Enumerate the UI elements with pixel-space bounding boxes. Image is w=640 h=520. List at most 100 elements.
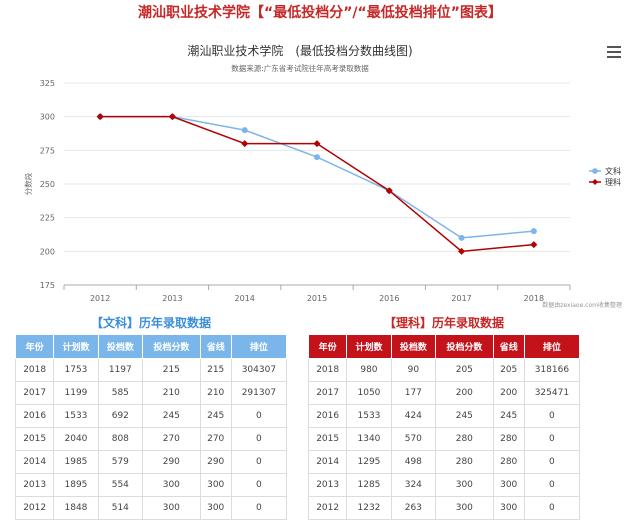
legend-label: 文科 bbox=[605, 166, 621, 176]
table-cell: 280 bbox=[435, 450, 494, 474]
table-cell: 2018 bbox=[14, 358, 55, 382]
li-table-section: 【理科】历年录取数据 年份 计划数 投档数 投档分数 省线 排位 2018 980 90 205… bbox=[307, 314, 581, 520]
table-cell: 579 bbox=[97, 450, 144, 474]
table-cell: 1232 bbox=[346, 496, 392, 520]
table-cell: 280 bbox=[435, 427, 494, 451]
table-cell: 2018 bbox=[307, 358, 348, 382]
table-row: 2012 1848 514 300 300 0 bbox=[14, 496, 288, 520]
table-cell: 0 bbox=[523, 496, 581, 520]
column-header: 年份 bbox=[307, 334, 348, 359]
column-header: 省线 bbox=[199, 334, 232, 359]
wen-table-section: 【文科】历年录取数据 年份 计划数 投档数 投档分数 省线 排位 2018 1753 1197… bbox=[14, 314, 288, 520]
table-cell: 245 bbox=[435, 404, 494, 428]
table-cell: 0 bbox=[230, 450, 288, 474]
series-point-2 bbox=[458, 247, 466, 255]
table-cell: 570 bbox=[390, 427, 437, 451]
table-cell: 300 bbox=[492, 473, 525, 497]
table-cell: 324 bbox=[390, 473, 437, 497]
table-row: 2013 1285 324 300 300 0 bbox=[307, 473, 581, 497]
y-tick-label: 300 bbox=[40, 113, 55, 122]
table-cell: 1753 bbox=[53, 358, 99, 382]
series-point-2 bbox=[385, 187, 393, 195]
table-row: 2016 1533 692 245 245 0 bbox=[14, 404, 288, 428]
series-point-2 bbox=[241, 140, 249, 148]
column-header: 计划数 bbox=[346, 334, 392, 359]
y-tick-label: 225 bbox=[40, 214, 55, 223]
table-cell: 0 bbox=[523, 473, 581, 497]
table-cell: 2012 bbox=[14, 496, 55, 520]
table-cell: 280 bbox=[492, 450, 525, 474]
chart-title: 潮汕职业技术学院 (最低投档分数曲线图) bbox=[187, 43, 412, 58]
table-cell: 280 bbox=[492, 427, 525, 451]
table-cell: 2013 bbox=[307, 473, 348, 497]
x-tick-label: 2018 bbox=[524, 294, 544, 303]
column-header: 投档数 bbox=[97, 334, 144, 359]
table-cell: 1848 bbox=[53, 496, 99, 520]
table-cell: 290 bbox=[199, 450, 232, 474]
table-cell: 304307 bbox=[230, 358, 288, 382]
table-cell: 215 bbox=[142, 358, 201, 382]
table-row: 2015 2040 808 270 270 0 bbox=[14, 427, 288, 451]
series-point-2 bbox=[530, 241, 538, 249]
table-row: 2014 1295 498 280 280 0 bbox=[307, 450, 581, 474]
table-cell: 692 bbox=[97, 404, 144, 428]
table-row: 2017 1050 177 200 200 325471 bbox=[307, 381, 581, 405]
table-cell: 0 bbox=[523, 450, 581, 474]
table-row: 2013 1895 554 300 300 0 bbox=[14, 473, 288, 497]
table-cell: 1199 bbox=[53, 381, 99, 405]
column-header: 计划数 bbox=[53, 334, 99, 359]
series-point-2 bbox=[168, 113, 176, 121]
table-cell: 1295 bbox=[346, 450, 392, 474]
table-cell: 2015 bbox=[307, 427, 348, 451]
x-tick-label: 2014 bbox=[235, 294, 255, 303]
table-cell: 205 bbox=[492, 358, 525, 382]
table-row: 2016 1533 424 245 245 0 bbox=[307, 404, 581, 428]
table-cell: 2013 bbox=[14, 473, 55, 497]
x-tick-label: 2012 bbox=[90, 294, 110, 303]
series-line-1 bbox=[100, 115, 534, 239]
x-tick-label: 2016 bbox=[379, 294, 399, 303]
table-cell: 2012 bbox=[307, 496, 348, 520]
column-header: 排位 bbox=[230, 334, 288, 359]
table-cell: 0 bbox=[230, 473, 288, 497]
table-cell: 1340 bbox=[346, 427, 392, 451]
table-cell: 2016 bbox=[14, 404, 55, 428]
table-cell: 498 bbox=[390, 450, 437, 474]
wen-table-title: 【文科】历年录取数据 bbox=[90, 316, 211, 330]
table-row: 2014 1985 579 290 290 0 bbox=[14, 450, 288, 474]
table-cell: 245 bbox=[492, 404, 525, 428]
table-cell: 0 bbox=[523, 427, 581, 451]
table-cell: 0 bbox=[230, 404, 288, 428]
line-chart: 潮汕职业技术学院 (最低投档分数曲线图) 数据来源:广东省考试院往年高考录取数据… bbox=[23, 43, 622, 309]
table-cell: 270 bbox=[199, 427, 232, 451]
table-cell: 300 bbox=[142, 473, 201, 497]
table-cell: 0 bbox=[230, 496, 288, 520]
table-cell: 1533 bbox=[346, 404, 392, 428]
y-tick-label: 250 bbox=[40, 180, 55, 189]
legend-marker bbox=[592, 168, 598, 174]
x-tick-label: 2017 bbox=[451, 294, 471, 303]
table-cell: 300 bbox=[492, 496, 525, 520]
legend-label: 理科 bbox=[605, 177, 621, 187]
table-cell: 300 bbox=[435, 473, 494, 497]
table-cell: 1285 bbox=[346, 473, 392, 497]
table-cell: 2017 bbox=[307, 381, 348, 405]
chart-menu-icon[interactable] bbox=[607, 46, 621, 59]
table-cell: 245 bbox=[142, 404, 201, 428]
table-cell: 424 bbox=[390, 404, 437, 428]
table-cell: 1895 bbox=[53, 473, 99, 497]
table-cell: 1533 bbox=[53, 404, 99, 428]
column-header: 投档分数 bbox=[435, 334, 494, 359]
table-cell: 300 bbox=[142, 496, 201, 520]
y-tick-label: 275 bbox=[40, 146, 55, 155]
y-tick-label: 200 bbox=[40, 247, 55, 256]
table-cell: 215 bbox=[199, 358, 232, 382]
table-cell: 2016 bbox=[307, 404, 348, 428]
table-cell: 270 bbox=[142, 427, 201, 451]
table-row: 2017 1199 585 210 210 291307 bbox=[14, 381, 288, 405]
table-cell: 980 bbox=[346, 358, 392, 382]
table-cell: 514 bbox=[97, 496, 144, 520]
table-cell: 300 bbox=[199, 473, 232, 497]
table-cell: 2017 bbox=[14, 381, 55, 405]
table-cell: 290 bbox=[142, 450, 201, 474]
